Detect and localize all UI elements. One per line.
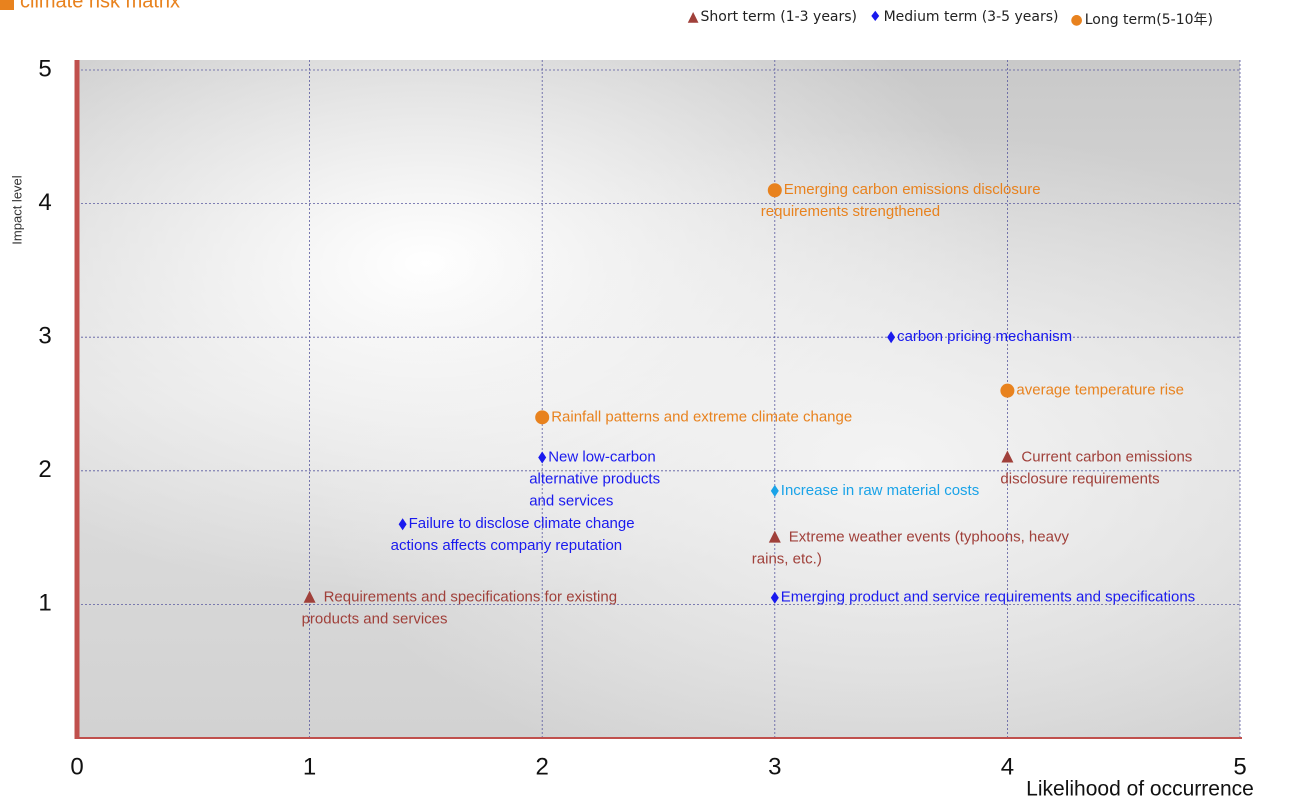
diamond-marker (770, 591, 779, 604)
legend-label: Long term(5-10年) (1084, 12, 1213, 28)
x-tick-label: 1 (303, 753, 316, 780)
point-label: Requirements and specifications for exis… (324, 589, 617, 606)
diamond-marker (887, 331, 896, 344)
marks: Current carbon emissions disclosure requi… (302, 181, 1196, 627)
point-label: and services (529, 492, 613, 509)
legend-entry: ♦ Medium term (3-5 years) (869, 9, 1058, 29)
legend-entry: ▲ Short term (1-3 years) (688, 9, 857, 29)
triangle-marker (1001, 450, 1014, 463)
point-label: Current carbon emissions (1021, 448, 1192, 465)
legend-label: Medium term (3-5 years) (883, 9, 1059, 25)
point-label: Emerging product and service requirement… (781, 589, 1195, 606)
diamond-marker (770, 484, 779, 497)
x-tick-label: 0 (70, 753, 83, 780)
point-label: Extreme weather events (typhoons, heavy (789, 529, 1070, 546)
y-tick-label: 2 (38, 456, 51, 483)
circle-marker (767, 183, 782, 198)
point-label: actions affects company reputation (391, 537, 623, 554)
legend-marker: ● (1070, 12, 1083, 28)
legend-label: Short term (1-3 years) (700, 9, 858, 25)
chart-title: climate risk matrix (20, 0, 180, 12)
point-label: requirements strengthened (761, 203, 940, 220)
legend-marker: ▲ (687, 9, 699, 25)
point-label: disclosure requirements (1000, 470, 1159, 487)
y-tick-label: 5 (38, 55, 51, 82)
x-tick-label: 2 (536, 753, 549, 780)
grid (76, 60, 1241, 738)
point-label: New low-carbon (548, 448, 656, 465)
y-tick-label: 3 (38, 323, 51, 350)
circle-marker (535, 410, 550, 425)
legend: ▲ Short term (1-3 years) ♦ Medium term (3-… (688, 9, 1213, 29)
diamond-marker (398, 518, 407, 531)
legend-entry: ● Long term(5-10年) (1071, 9, 1214, 29)
point-label: Increase in raw material costs (781, 482, 979, 499)
point-label: rains, etc.) (752, 551, 822, 568)
point-label: average temperature rise (1016, 382, 1184, 399)
y-tick-label: 1 (38, 590, 51, 617)
triangle-marker (303, 590, 316, 603)
x-tick-label: 4 (1001, 753, 1014, 780)
y-axis-label: Impact level (9, 175, 24, 244)
title-marker (0, 0, 14, 10)
point-label: Rainfall patterns and extreme climate ch… (551, 408, 852, 425)
triangle-marker (768, 530, 781, 543)
point-label: Emerging carbon emissions disclosure (784, 181, 1041, 198)
x-tick-label: 5 (1233, 753, 1246, 780)
point-label: Failure to disclose climate change (409, 515, 635, 532)
diamond-marker (538, 451, 547, 464)
circle-marker (1000, 383, 1015, 398)
legend-marker: ♦ (869, 9, 882, 25)
x-tick-label: 3 (768, 753, 781, 780)
point-label: carbon pricing mechanism (897, 328, 1072, 345)
y-tick-label: 4 (38, 189, 51, 216)
cloud (77, 60, 1240, 738)
point-label: alternative products (529, 470, 660, 487)
point-label: products and services (302, 611, 448, 628)
x-axis-label: Likelihood of occurrence (1026, 778, 1254, 801)
